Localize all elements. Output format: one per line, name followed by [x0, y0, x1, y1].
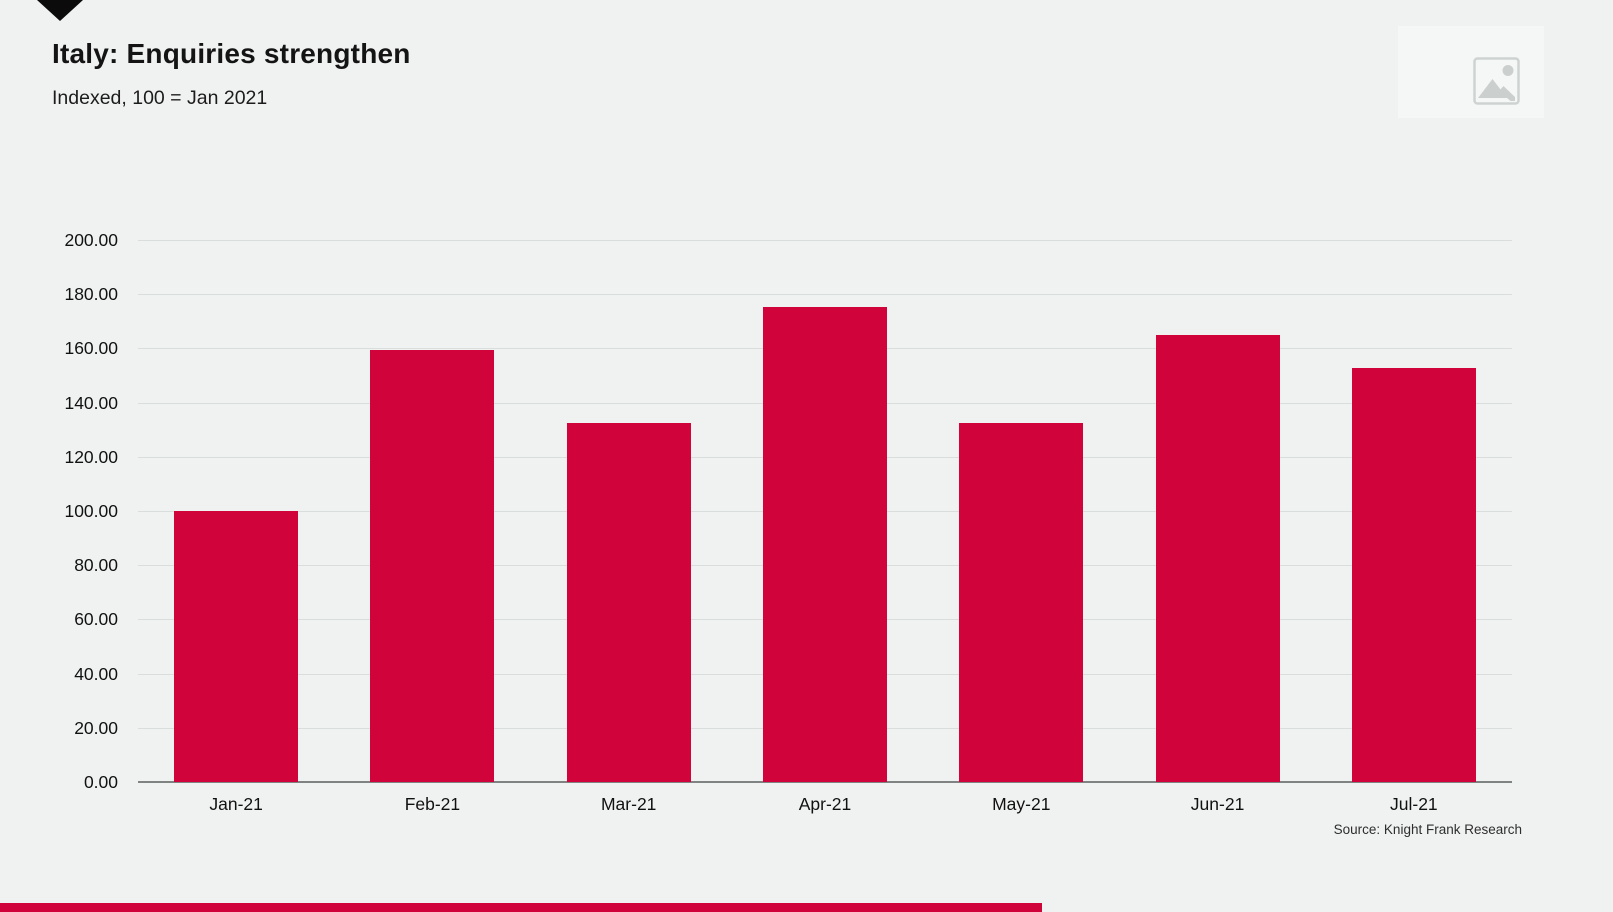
page-title: Italy: Enquiries strengthen [52, 38, 411, 69]
bar-May-21 [959, 422, 1084, 782]
y-tick-label: 160.00 [64, 338, 118, 359]
chart-subtitle: Indexed, 100 = Jan 2021 [52, 87, 268, 109]
y-tick-label: 200.00 [64, 230, 118, 250]
source-note: Source: Knight Frank Research [1333, 822, 1522, 837]
y-tick-label: 140.00 [64, 392, 118, 413]
x-tick-label: May-21 [992, 794, 1051, 814]
x-tick-label: Jun-21 [1190, 794, 1245, 814]
bar-Jun-21 [1155, 334, 1280, 782]
y-tick-label: 60.00 [74, 609, 118, 630]
y-tick-label: 40.00 [74, 663, 118, 684]
x-tick-label: Jul-21 [1390, 794, 1438, 814]
bar-Mar-21 [566, 422, 691, 782]
x-axis-line [138, 781, 1512, 783]
image-placeholder-icon [1473, 57, 1520, 105]
y-tick-label: 120.00 [64, 446, 118, 467]
x-tick-label: Jan-21 [209, 794, 263, 814]
bar-Jul-21 [1351, 367, 1476, 782]
y-tick-label: 0.00 [83, 772, 118, 792]
x-tick-label: Mar-21 [600, 794, 657, 814]
x-tick-label: Feb-21 [404, 794, 461, 814]
bar-Jan-21 [174, 511, 299, 782]
gridline [138, 240, 1512, 241]
y-tick-label: 180.00 [64, 284, 118, 305]
bar-Feb-21 [370, 350, 495, 782]
y-tick-label: 100.00 [64, 501, 118, 521]
gridline [138, 294, 1512, 296]
y-tick-label: 80.00 [74, 555, 118, 576]
y-tick-label: 20.00 [74, 717, 118, 738]
x-tick-label: Apr-21 [798, 794, 852, 814]
bar-Apr-21 [763, 306, 887, 782]
footer-accent-bar [0, 903, 1042, 912]
